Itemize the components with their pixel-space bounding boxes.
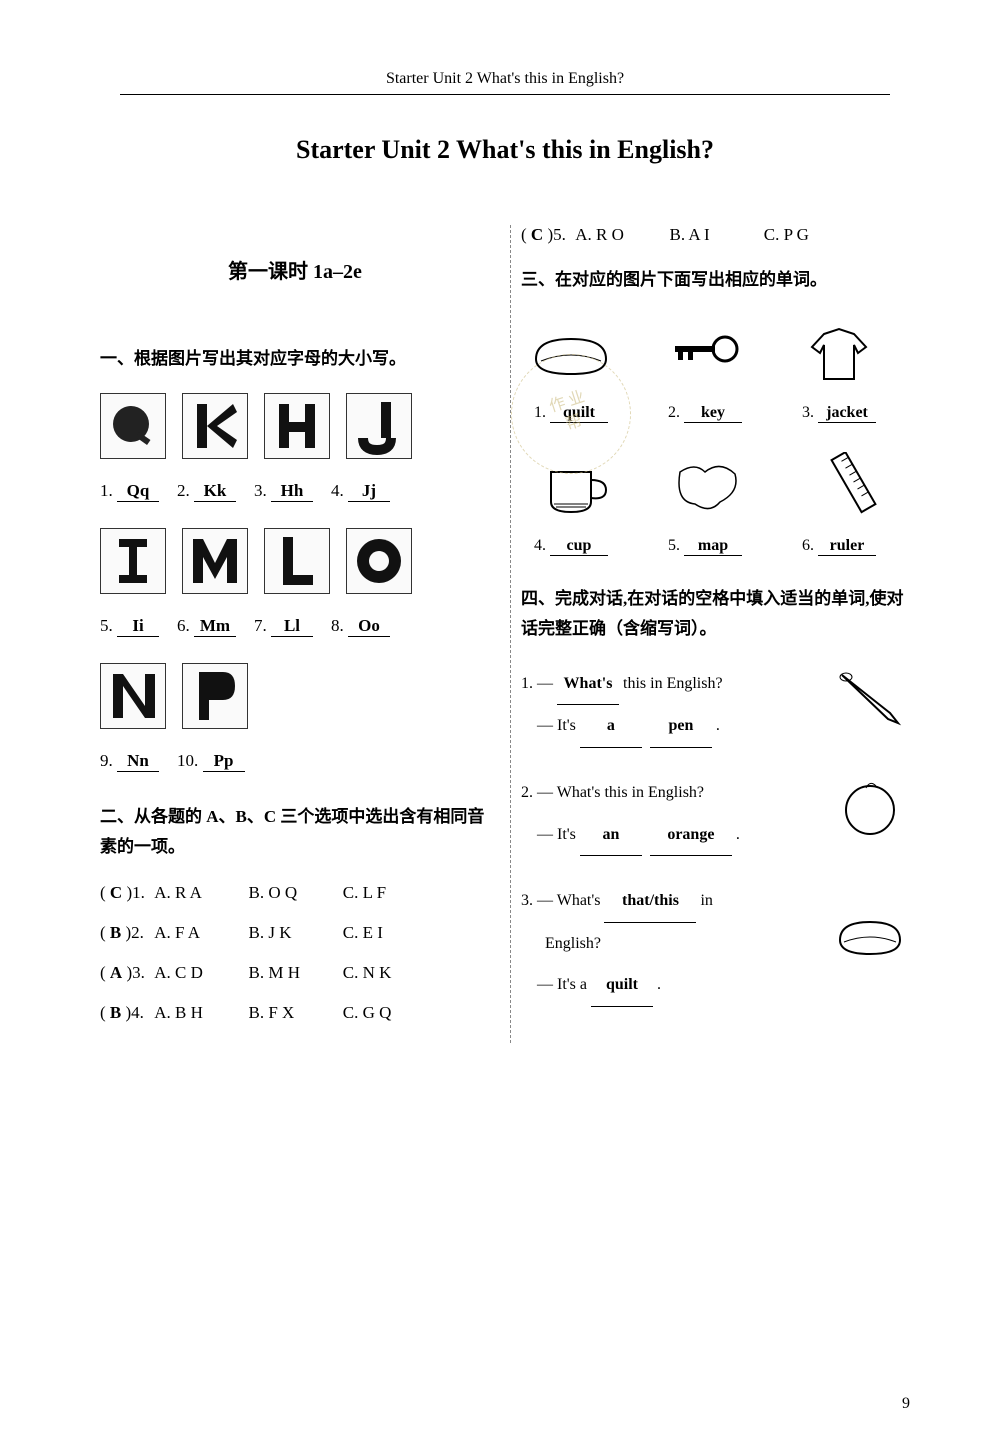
letter-answers-row-2: 5. Ii 6. Mm 7. Ll 8. Oo bbox=[100, 616, 490, 637]
letter-images-row-2 bbox=[100, 528, 490, 594]
mc-item-1: ( C )1. A. R A B. O Q C. L F bbox=[100, 883, 490, 903]
main-title: Starter Unit 2 What's this in English? bbox=[100, 135, 910, 165]
orange-icon bbox=[830, 772, 910, 842]
letter-image-j bbox=[346, 393, 412, 459]
letter-answers-row-3: 9. Nn 10. Pp bbox=[100, 751, 490, 772]
right-column: ( C )5. A. R O B. A I C. P G 三、在对应的图片下面写… bbox=[510, 225, 910, 1043]
word-row-1: 1. quilt 2. key 3. jacket bbox=[521, 314, 910, 423]
pen-icon bbox=[830, 663, 910, 733]
section1-heading: 一、根据图片写出其对应字母的大小写。 bbox=[100, 344, 490, 375]
section4-heading: 四、完成对话,在对话的空格中填入适当的单词,使对话完整正确（含缩写词）。 bbox=[521, 584, 910, 645]
letter-image-m bbox=[182, 528, 248, 594]
section3-heading: 三、在对应的图片下面写出相应的单词。 bbox=[521, 265, 910, 296]
letter-images-row-3 bbox=[100, 663, 490, 729]
section2-heading: 二、从各题的 A、B、C 三个选项中选出含有相同音素的一项。 bbox=[100, 802, 490, 863]
answer-10: 10. Pp bbox=[177, 751, 245, 772]
running-header: Starter Unit 2 What's this in English? bbox=[120, 70, 890, 95]
cup-icon bbox=[526, 447, 616, 527]
letter-image-k bbox=[182, 393, 248, 459]
jacket-icon bbox=[794, 314, 884, 394]
answer-6: 6. Mm bbox=[177, 616, 236, 637]
word-cell-cup: 4. cup bbox=[521, 447, 621, 556]
map-icon bbox=[660, 447, 750, 527]
answer-4: 4. Jj bbox=[331, 481, 390, 502]
letter-image-p bbox=[182, 663, 248, 729]
answer-8: 8. Oo bbox=[331, 616, 390, 637]
lesson-subtitle: 第一课时 1a–2e bbox=[100, 255, 490, 284]
word-cell-jacket: 3. jacket bbox=[789, 314, 889, 423]
dialog-2: 2. — What's this in English? — It's an o… bbox=[521, 772, 910, 856]
answer-5: 5. Ii bbox=[100, 616, 159, 637]
word-row-2: 4. cup 5. map 6. ruler bbox=[521, 447, 910, 556]
worksheet-page: Starter Unit 2 What's this in English? S… bbox=[0, 0, 1000, 1443]
left-column: 第一课时 1a–2e 一、根据图片写出其对应字母的大小写。 1. Qq 2. K… bbox=[100, 225, 500, 1043]
mc-item-5: ( C )5. A. R O B. A I C. P G bbox=[521, 225, 910, 245]
letter-image-n bbox=[100, 663, 166, 729]
answer-2: 2. Kk bbox=[177, 481, 236, 502]
mc-item-2: ( B )2. A. F A B. J K C. E I bbox=[100, 923, 490, 943]
dialog-3: 3. — What's that/this in English? — It's… bbox=[521, 880, 910, 1007]
page-number: 9 bbox=[902, 1395, 910, 1413]
mc-item-4: ( B )4. A. B H B. F X C. G Q bbox=[100, 1003, 490, 1023]
key-icon bbox=[660, 314, 750, 394]
two-column-layout: 第一课时 1a–2e 一、根据图片写出其对应字母的大小写。 1. Qq 2. K… bbox=[100, 225, 910, 1043]
letter-image-h bbox=[264, 393, 330, 459]
letter-image-o bbox=[346, 528, 412, 594]
word-cell-ruler: 6. ruler bbox=[789, 447, 889, 556]
letter-answers-row-1: 1. Qq 2. Kk 3. Hh 4. Jj bbox=[100, 481, 490, 502]
letter-image-q bbox=[100, 393, 166, 459]
word-cell-key: 2. key bbox=[655, 314, 755, 423]
word-cell-quilt: 1. quilt bbox=[521, 314, 621, 423]
answer-7: 7. Ll bbox=[254, 616, 313, 637]
letter-image-i bbox=[100, 528, 166, 594]
letter-images-row-1 bbox=[100, 393, 490, 459]
letter-image-l bbox=[264, 528, 330, 594]
mc-item-3: ( A )3. A. C D B. M H C. N K bbox=[100, 963, 490, 983]
quilt-icon-2 bbox=[830, 900, 910, 970]
answer-1: 1. Qq bbox=[100, 481, 159, 502]
answer-9: 9. Nn bbox=[100, 751, 159, 772]
quilt-icon bbox=[526, 314, 616, 394]
dialog-1: 1. — What's this in English? — It's a pe… bbox=[521, 663, 910, 748]
ruler-icon bbox=[794, 447, 884, 527]
answer-3: 3. Hh bbox=[254, 481, 313, 502]
word-cell-map: 5. map bbox=[655, 447, 755, 556]
